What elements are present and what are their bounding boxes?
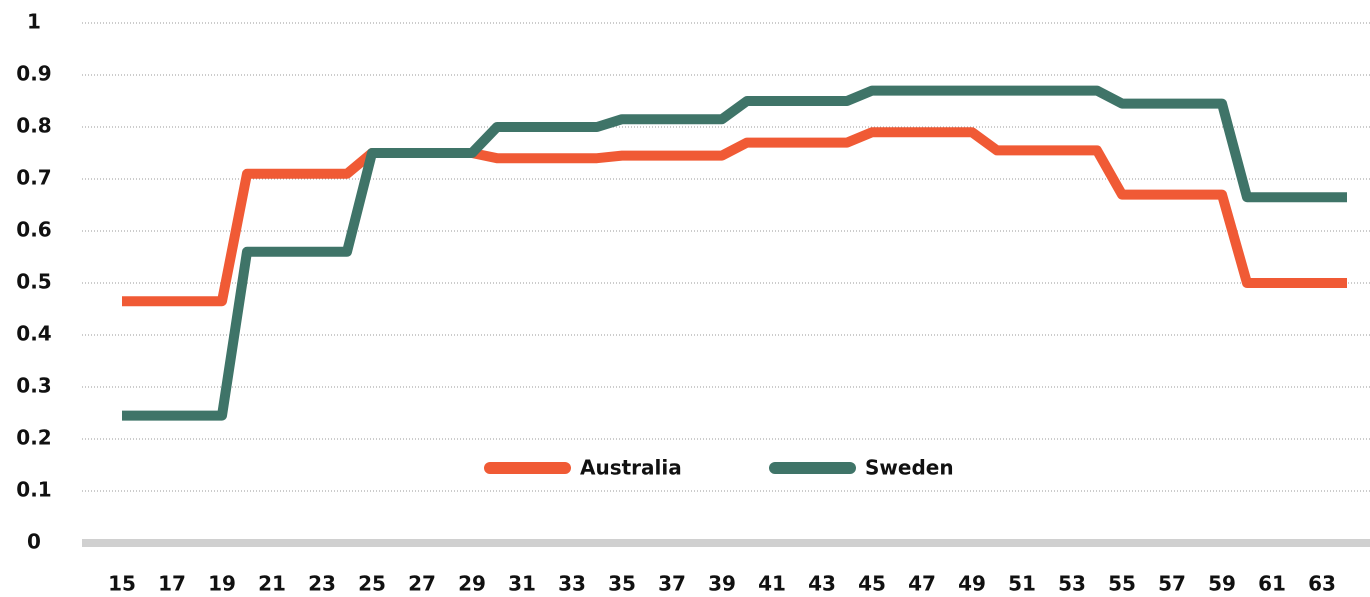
y-tick-label: 0.8 [16,114,51,138]
x-tick-label: 51 [1008,572,1036,596]
x-tick-label: 21 [258,572,286,596]
x-tick-label: 41 [758,572,786,596]
y-tick-label: 0.2 [16,426,51,450]
x-tick-label: 53 [1058,572,1086,596]
x-tick-label: 19 [208,572,236,596]
x-tick-label: 31 [508,572,536,596]
x-tick-label: 45 [858,572,886,596]
line-sweden [122,85,1347,421]
legend-label: Australia [580,456,682,480]
y-tick-label: 0.4 [16,322,51,346]
x-tick-label: 15 [108,572,136,596]
x-tick-label: 23 [308,572,336,596]
x-tick-label: 59 [1208,572,1236,596]
y-tick-label: 0.6 [16,218,51,242]
y-tick-label: 0.7 [16,166,51,190]
x-tick-label: 29 [458,572,486,596]
y-tick-label: 0 [27,530,41,554]
y-tick-label: 0.1 [16,478,51,502]
x-tick-label: 47 [908,572,936,596]
x-tick-label: 37 [658,572,686,596]
x-tick-label: 57 [1158,572,1186,596]
y-tick-label: 0.3 [16,374,51,398]
x-tick-label: 27 [408,572,436,596]
x-tick-label: 25 [358,572,386,596]
y-tick-label: 1 [27,10,41,34]
y-tick-label: 0.9 [16,62,51,86]
x-tick-label: 33 [558,572,586,596]
x-tick-label: 17 [158,572,186,596]
x-tick-label: 55 [1108,572,1136,596]
legend-label: Sweden [865,456,954,480]
x-tick-label: 49 [958,572,986,596]
x-tick-label: 43 [808,572,836,596]
x-tick-label: 35 [608,572,636,596]
x-tick-label: 61 [1258,572,1286,596]
x-tick-label: 39 [708,572,736,596]
line-australia [122,127,1347,307]
y-tick-label: 0.5 [16,270,51,294]
x-tick-label: 63 [1308,572,1336,596]
